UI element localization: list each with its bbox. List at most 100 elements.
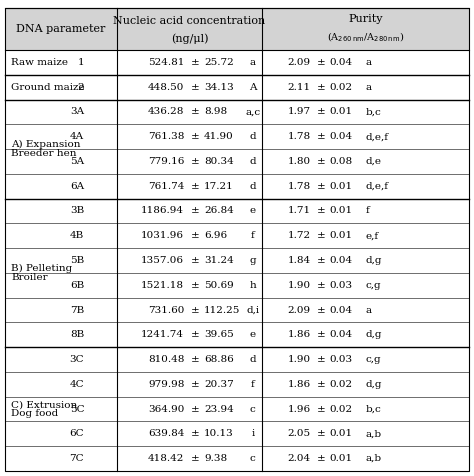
Text: 436.28: 436.28 xyxy=(148,108,184,117)
Text: 779.16: 779.16 xyxy=(148,157,184,166)
Text: ±: ± xyxy=(191,429,200,438)
Text: ±: ± xyxy=(191,454,200,463)
Text: d: d xyxy=(249,132,256,141)
Text: b,c: b,c xyxy=(365,405,381,414)
Text: 810.48: 810.48 xyxy=(148,355,184,364)
Text: 17.21: 17.21 xyxy=(204,182,234,191)
Text: 41.90: 41.90 xyxy=(204,132,234,141)
Text: a: a xyxy=(365,83,372,92)
Text: 26.84: 26.84 xyxy=(204,207,234,216)
Text: 1.71: 1.71 xyxy=(287,207,310,216)
Text: 1.78: 1.78 xyxy=(287,132,310,141)
Text: ±: ± xyxy=(317,83,326,92)
Text: ±: ± xyxy=(317,429,326,438)
Text: 5C: 5C xyxy=(70,405,84,414)
Text: d: d xyxy=(249,355,256,364)
Text: 25.72: 25.72 xyxy=(204,58,234,67)
Text: 524.81: 524.81 xyxy=(148,58,184,67)
Text: 639.84: 639.84 xyxy=(148,429,184,438)
Text: i: i xyxy=(251,429,255,438)
Text: ±: ± xyxy=(191,83,200,92)
Text: a,b: a,b xyxy=(365,429,382,438)
Text: 1.96: 1.96 xyxy=(287,405,310,414)
Text: 731.60: 731.60 xyxy=(148,306,184,315)
Text: 1.80: 1.80 xyxy=(287,157,310,166)
Text: ±: ± xyxy=(191,355,200,364)
Text: 0.04: 0.04 xyxy=(330,132,353,141)
Text: 0.04: 0.04 xyxy=(330,330,353,339)
Text: ±: ± xyxy=(191,108,200,117)
Text: 34.13: 34.13 xyxy=(204,83,234,92)
Text: 2.09: 2.09 xyxy=(287,306,310,315)
Text: ±: ± xyxy=(317,132,326,141)
Text: Breeder hen: Breeder hen xyxy=(11,149,76,158)
Text: 9.38: 9.38 xyxy=(204,454,227,463)
Text: f: f xyxy=(251,380,255,389)
Text: 364.90: 364.90 xyxy=(148,405,184,414)
Text: 1.97: 1.97 xyxy=(287,108,310,117)
Text: d: d xyxy=(249,182,256,191)
Text: d,e,f: d,e,f xyxy=(365,182,388,191)
Text: (A$_{260\,\mathrm{nm}}$/A$_{280\,\mathrm{nm}}$): (A$_{260\,\mathrm{nm}}$/A$_{280\,\mathrm… xyxy=(327,30,404,44)
Text: ±: ± xyxy=(191,231,200,240)
Text: ±: ± xyxy=(317,58,326,67)
Text: a,b: a,b xyxy=(365,454,382,463)
Text: 5A: 5A xyxy=(70,157,84,166)
Text: 0.02: 0.02 xyxy=(330,405,353,414)
Text: 1: 1 xyxy=(78,58,84,67)
Text: ±: ± xyxy=(317,182,326,191)
Text: ±: ± xyxy=(191,132,200,141)
Text: 50.69: 50.69 xyxy=(204,281,234,290)
Text: c: c xyxy=(250,454,255,463)
Text: ±: ± xyxy=(317,405,326,414)
Text: 1.90: 1.90 xyxy=(287,281,310,290)
Text: ±: ± xyxy=(191,281,200,290)
Text: Purity: Purity xyxy=(348,14,383,24)
Text: ±: ± xyxy=(191,207,200,216)
Text: 0.03: 0.03 xyxy=(330,281,353,290)
Text: ±: ± xyxy=(317,380,326,389)
Text: C) Extrusion: C) Extrusion xyxy=(11,400,77,409)
Text: 0.08: 0.08 xyxy=(330,157,353,166)
Text: Dog food: Dog food xyxy=(11,409,58,418)
Bar xyxy=(5,8,469,50)
Text: 7B: 7B xyxy=(70,306,84,315)
Text: 7C: 7C xyxy=(70,454,84,463)
Text: d,i: d,i xyxy=(246,306,259,315)
Text: 80.34: 80.34 xyxy=(204,157,234,166)
Text: 0.04: 0.04 xyxy=(330,306,353,315)
Text: 448.50: 448.50 xyxy=(148,83,184,92)
Text: 4B: 4B xyxy=(70,231,84,240)
Text: c,g: c,g xyxy=(365,355,381,364)
Text: ±: ± xyxy=(191,182,200,191)
Text: 1031.96: 1031.96 xyxy=(141,231,184,240)
Text: 2.04: 2.04 xyxy=(287,454,310,463)
Text: B) Pelleting: B) Pelleting xyxy=(11,264,72,273)
Text: d,e: d,e xyxy=(365,157,382,166)
Text: a,c: a,c xyxy=(245,108,260,117)
Text: ±: ± xyxy=(191,405,200,414)
Text: 979.98: 979.98 xyxy=(148,380,184,389)
Text: 0.01: 0.01 xyxy=(330,454,353,463)
Text: ±: ± xyxy=(191,306,200,315)
Text: 0.04: 0.04 xyxy=(330,256,353,265)
Text: d,e,f: d,e,f xyxy=(365,132,388,141)
Text: 1.84: 1.84 xyxy=(287,256,310,265)
Text: 3C: 3C xyxy=(70,355,84,364)
Text: 6B: 6B xyxy=(70,281,84,290)
Text: ±: ± xyxy=(317,306,326,315)
Text: 6C: 6C xyxy=(70,429,84,438)
Text: ±: ± xyxy=(317,207,326,216)
Text: d: d xyxy=(249,157,256,166)
Text: 1.86: 1.86 xyxy=(287,380,310,389)
Text: 20.37: 20.37 xyxy=(204,380,234,389)
Text: 23.94: 23.94 xyxy=(204,405,234,414)
Text: Ground maize: Ground maize xyxy=(11,83,85,92)
Text: e,f: e,f xyxy=(365,231,378,240)
Text: ±: ± xyxy=(317,281,326,290)
Text: Raw maize: Raw maize xyxy=(11,58,68,67)
Text: 68.86: 68.86 xyxy=(204,355,234,364)
Text: 39.65: 39.65 xyxy=(204,330,234,339)
Text: 0.04: 0.04 xyxy=(330,58,353,67)
Text: c: c xyxy=(250,405,255,414)
